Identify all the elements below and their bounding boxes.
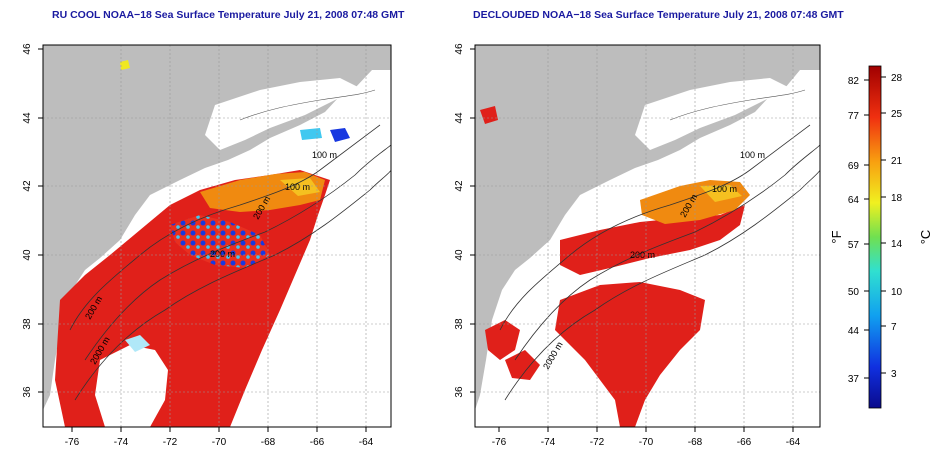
x-tick-label: -72 [590, 437, 605, 448]
land-mass [475, 45, 820, 410]
y-tick-label: 42 [454, 180, 465, 192]
fahrenheit-unit-label: °F [829, 230, 844, 243]
x-tick-label: -74 [114, 437, 129, 448]
y-tick-label: 40 [454, 249, 465, 261]
land-mass [43, 45, 391, 410]
fahrenheit-tick: 82 [848, 76, 860, 87]
fahrenheit-tick: 77 [848, 111, 860, 122]
right-sst-map: 100 m 100 m 200 m 200 m 2000 m -76 -74 -… [454, 43, 821, 448]
contour-label: 200 m [210, 249, 235, 259]
celsius-tick: 18 [891, 193, 903, 204]
right-map-title: DECLOUDED NOAA−18 Sea Surface Temperatur… [473, 9, 844, 21]
x-tick-label: -64 [359, 437, 374, 448]
celsius-tick: 25 [891, 109, 903, 120]
contour-label: 200 m [630, 250, 655, 260]
sst-warm-region [560, 205, 745, 275]
y-tick-label: 40 [22, 249, 33, 261]
fahrenheit-tick: 44 [848, 326, 860, 337]
celsius-tick: 7 [891, 322, 897, 333]
celsius-tick: 28 [891, 73, 903, 84]
fahrenheit-tick: 50 [848, 287, 860, 298]
left-map-title: RU COOL NOAA−18 Sea Surface Temperature … [52, 9, 405, 21]
y-tick-label: 44 [22, 112, 33, 124]
y-tick-label: 38 [22, 318, 33, 330]
contour-label: 100 m [312, 150, 337, 160]
x-tick-label: -66 [310, 437, 325, 448]
x-tick-label: -74 [541, 437, 556, 448]
x-tick-label: -68 [261, 437, 276, 448]
temperature-colorbar: 82 77 69 64 57 50 44 37 28 25 21 18 14 1… [829, 65, 933, 409]
celsius-tick: 21 [891, 156, 903, 167]
y-tick-label: 46 [454, 43, 465, 55]
celsius-unit-label: °C [918, 230, 933, 245]
celsius-tick: 14 [891, 239, 903, 250]
fahrenheit-tick: 69 [848, 161, 860, 172]
celsius-tick: 3 [891, 369, 897, 380]
x-tick-label: -72 [163, 437, 178, 448]
x-tick-label: -70 [639, 437, 654, 448]
y-tick-label: 42 [22, 180, 33, 192]
x-tick-label: -76 [65, 437, 80, 448]
x-tick-label: -68 [688, 437, 703, 448]
left-sst-map: 100 m 100 m 200 m 200 m 200 m 2000 m -76 [22, 43, 392, 448]
celsius-tick: 10 [891, 287, 903, 298]
x-tick-label: -66 [737, 437, 752, 448]
y-tick-label: 36 [22, 386, 33, 398]
x-tick-label: -64 [786, 437, 801, 448]
fahrenheit-tick: 57 [848, 240, 860, 251]
y-tick-label: 38 [454, 318, 465, 330]
x-tick-label: -76 [492, 437, 507, 448]
fahrenheit-tick: 37 [848, 374, 860, 385]
y-tick-label: 44 [454, 112, 465, 124]
y-tick-label: 46 [22, 43, 33, 55]
y-tick-label: 36 [454, 386, 465, 398]
x-tick-label: -70 [212, 437, 227, 448]
contour-label: 100 m [740, 150, 765, 160]
fahrenheit-tick: 64 [848, 195, 860, 206]
contour-label: 100 m [712, 184, 737, 194]
contour-label: 100 m [285, 182, 310, 192]
